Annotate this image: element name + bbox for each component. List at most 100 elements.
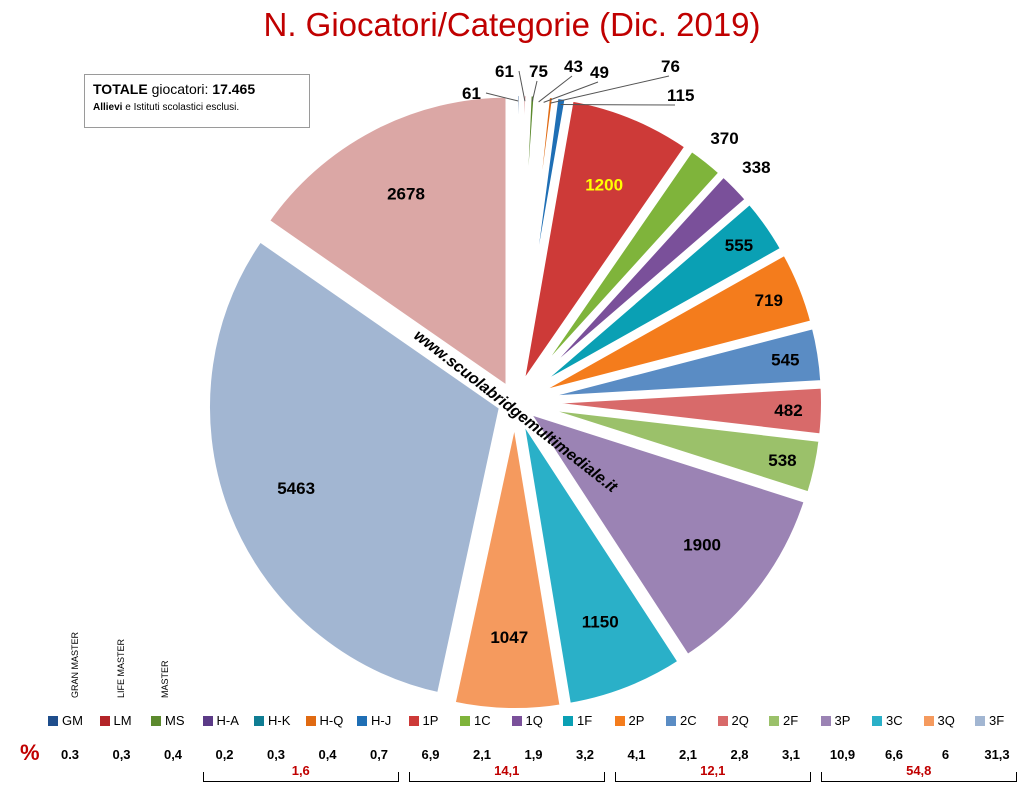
slice-1p xyxy=(517,94,693,391)
legend-swatch xyxy=(305,715,316,726)
data-label-1f: 555 xyxy=(725,236,753,255)
legend-swatch xyxy=(202,715,213,726)
legend-label: GM xyxy=(62,713,83,728)
data-label-lm: 61 xyxy=(495,62,514,81)
legend-swatch xyxy=(357,715,367,726)
legend-item-2c: 2C xyxy=(666,713,697,728)
legend-swatch xyxy=(254,715,264,726)
percentage-lm: 0,3 xyxy=(112,747,131,762)
data-label-2c: 545 xyxy=(771,351,799,370)
percentage-h-k: 0,3 xyxy=(266,747,286,762)
total-value: 17.465 xyxy=(212,81,256,97)
legend-item-lm: LM xyxy=(99,713,132,728)
legend-swatch xyxy=(511,715,522,726)
percentage-group-label: 12,1 xyxy=(698,763,728,778)
legend-item-3p: 3P xyxy=(820,713,850,728)
legend-item-2p: 2P xyxy=(614,713,645,728)
percentage-ms: 0,4 xyxy=(163,747,183,762)
percentage-group-label: 14,1 xyxy=(492,763,522,778)
legend-swatch xyxy=(48,715,58,726)
legend-label: 3C xyxy=(886,713,903,728)
percentage-2q: 2,8 xyxy=(730,747,749,762)
leader-line-gm xyxy=(485,92,519,102)
legend-swatch xyxy=(923,715,934,726)
percentage-group-label: 54,8 xyxy=(904,763,934,778)
legend-label: 1C xyxy=(474,713,491,728)
legend-item-gm: GM xyxy=(48,713,83,728)
percentage-h-a: 0,2 xyxy=(215,747,234,762)
legend-label: 1P xyxy=(422,713,439,728)
legend-swatch xyxy=(460,715,470,726)
legend-label: 3Q xyxy=(937,713,955,728)
data-label-h-k: 49 xyxy=(590,63,609,82)
legend-label: H-A xyxy=(216,713,239,728)
leader-line-h-j xyxy=(560,103,676,106)
data-label-2p: 719 xyxy=(755,291,783,310)
legend-item-2f: 2F xyxy=(769,713,798,728)
total-line: TOTALE giocatori: 17.465 xyxy=(93,81,301,97)
legend-item-3c: 3C xyxy=(872,713,903,728)
data-label-1c: 370 xyxy=(710,129,738,148)
legend-swatch xyxy=(975,715,985,726)
legend-item-h-a: H-A xyxy=(202,713,239,728)
total-label-rest: giocatori: xyxy=(147,81,213,97)
pie-slices xyxy=(204,90,827,714)
legend-item-h-j: H-J xyxy=(357,713,391,728)
vertical-label-master: MASTER xyxy=(160,660,170,698)
slice-2f xyxy=(527,401,826,499)
percentage-h-j: 0,7 xyxy=(369,747,389,762)
percentage-1f: 3,2 xyxy=(575,747,595,762)
legend-swatch xyxy=(666,715,676,726)
percentage-2f: 3,1 xyxy=(781,747,801,762)
legend-item-1f: 1F xyxy=(563,713,592,728)
legend-item-1c: 1C xyxy=(460,713,491,728)
legend-item-h-k: H-K xyxy=(254,713,290,728)
legend-label: 1F xyxy=(577,713,593,728)
legend-label: 2C xyxy=(680,713,697,728)
data-label-h-j: 115 xyxy=(667,86,694,105)
data-label-2f: 538 xyxy=(768,451,796,470)
legend-swatch xyxy=(408,715,419,726)
data-label-h-a: 43 xyxy=(564,57,583,76)
data-label-3c: 1150 xyxy=(582,612,619,631)
leader-line-h-a xyxy=(538,75,573,103)
leader-lines xyxy=(485,70,676,106)
legend-swatch xyxy=(99,715,110,726)
slice-2p xyxy=(526,248,818,400)
percentage-group-label: 1,6 xyxy=(289,763,312,778)
percentage-1q: 1,9 xyxy=(524,747,543,762)
vertical-label-life-master: LIFE MASTER xyxy=(116,638,126,698)
percentage-group-bracket: 14,1 xyxy=(408,763,605,782)
legend-swatch xyxy=(820,715,831,726)
legend-item-3q: 3Q xyxy=(923,713,955,728)
percentage-gm: 0.3 xyxy=(60,747,80,762)
legend-swatch xyxy=(563,715,573,726)
total-label: TOTALE xyxy=(93,81,148,97)
slice-3p xyxy=(519,405,811,662)
percentage-3p: 10,9 xyxy=(829,747,856,762)
vertical-label-gran-master: GRAN MASTER xyxy=(70,631,80,698)
legend-label: H-K xyxy=(268,713,291,728)
legend-label: LM xyxy=(113,713,132,728)
legend-label: H-J xyxy=(371,713,392,728)
legend-swatch xyxy=(769,715,779,726)
slice-3q xyxy=(448,415,567,714)
legend-label: H-Q xyxy=(319,713,344,728)
data-label-nc: 2678 xyxy=(387,185,425,204)
legend-item-1q: 1Q xyxy=(511,713,543,728)
slice-3f xyxy=(204,234,506,700)
percentage-row: 0.3 0,3 0,4 0,2 0,3 0,4 0,7 6,9 2,1 1,9 3,2 4,1 2,1 2… xyxy=(0,747,1024,765)
percentage-1p: 6,9 xyxy=(421,747,440,762)
legend-item-h-q: H-Q xyxy=(305,713,344,728)
leader-line-ms xyxy=(531,80,538,102)
percentage-3f: 31,3 xyxy=(984,747,1010,762)
legend-label: 2P xyxy=(628,713,645,728)
chart-title: N. Giocatori/Categorie (Dic. 2019) xyxy=(263,6,761,43)
legend-label: 1Q xyxy=(525,713,543,728)
data-label-gm: 61 xyxy=(462,84,481,103)
data-label-2q: 482 xyxy=(774,401,802,420)
leader-line-lm xyxy=(518,70,526,102)
data-label-h-q: 76 xyxy=(661,57,680,76)
total-note-bold: Allievi xyxy=(93,102,123,113)
